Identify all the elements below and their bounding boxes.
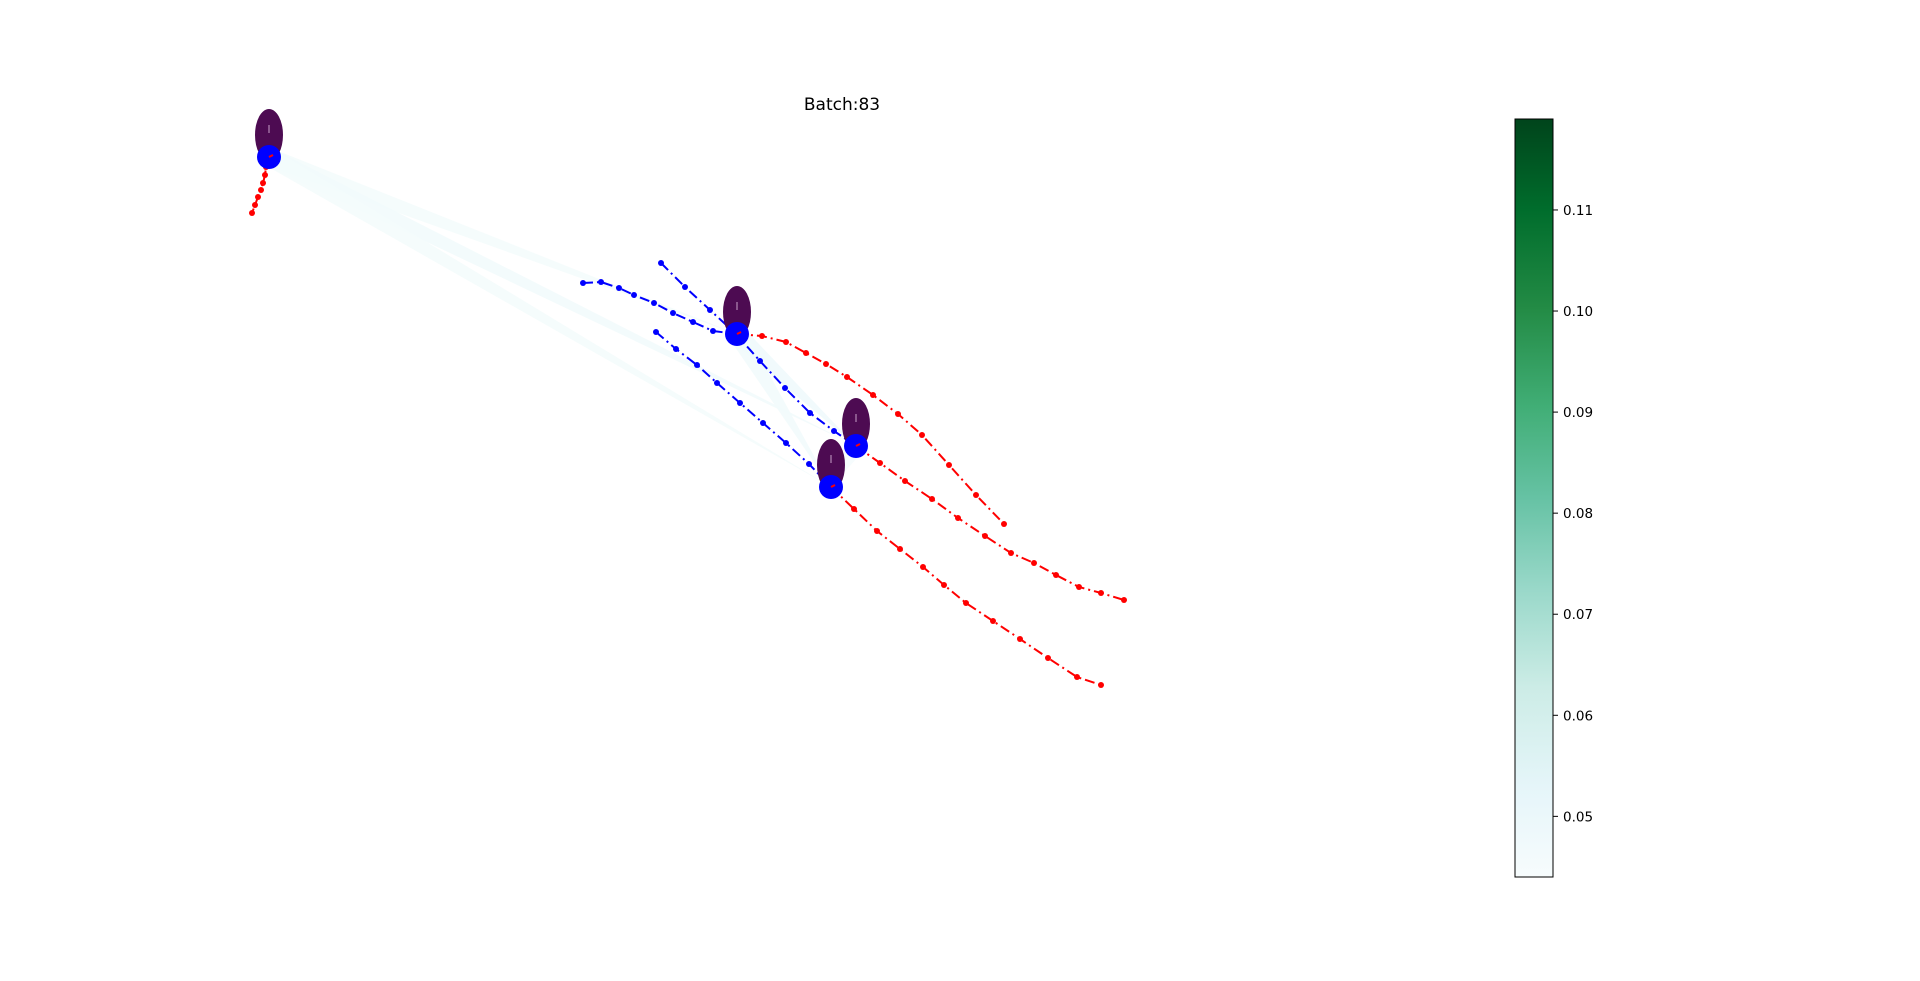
history-point-2-1	[580, 280, 586, 286]
agent-marker-tick-2	[736, 331, 742, 335]
trajectories	[249, 156, 1127, 688]
future-point-4-3	[897, 546, 903, 552]
history-point-4-7	[783, 440, 789, 446]
future-point-2-9	[946, 462, 952, 468]
attention-edges	[264, 148, 864, 487]
future-point-1-6	[255, 194, 261, 200]
future-point-1-8	[249, 210, 255, 216]
colorbar-tick-label-2: 0.06	[1563, 708, 1593, 724]
future-point-2-3	[803, 350, 809, 356]
future-point-1-3	[262, 172, 268, 178]
history-point-4-2	[673, 346, 679, 352]
future-point-4-7	[990, 618, 996, 624]
attention-edge-4	[730, 327, 856, 446]
agent-marker-tick-3	[855, 443, 861, 447]
future-point-4-6	[963, 600, 969, 606]
colorbar-tick-label-7: 0.11	[1563, 203, 1593, 219]
future-point-3-3	[929, 496, 935, 502]
future-point-4-4	[920, 564, 926, 570]
history-point-4-6	[760, 420, 766, 426]
future-point-1-7	[252, 202, 258, 208]
colorbar-ticks: 0.05 0.06 0.07 0.08 0.09 0.10 0.11	[1553, 203, 1593, 825]
future-point-2-2	[783, 339, 789, 345]
colorbar-tick-label-6: 0.10	[1563, 304, 1593, 320]
future-point-2-8	[919, 432, 925, 438]
future-line-3	[855, 445, 1125, 601]
future-line-2	[736, 333, 1005, 525]
history-line-3	[660, 262, 857, 447]
agents	[255, 109, 870, 499]
future-point-3-10	[1098, 590, 1104, 596]
future-point-2-6	[870, 392, 876, 398]
history-point-2-5	[651, 300, 657, 306]
history-point-2-7	[690, 319, 696, 325]
future-point-2-1	[759, 333, 765, 339]
agent-marker-tick-1	[268, 154, 274, 158]
history-point-3-1	[658, 260, 664, 266]
future-point-1-4	[260, 180, 266, 186]
history-point-4-1	[653, 329, 659, 335]
colorbar-tick-label-5: 0.09	[1563, 405, 1593, 421]
future-point-1-5	[258, 187, 264, 193]
colorbar-tick-label-4: 0.08	[1563, 506, 1593, 522]
future-point-4-8	[1017, 636, 1023, 642]
history-point-2-3	[616, 285, 622, 291]
history-point-3-7	[807, 410, 813, 416]
history-point-2-8	[710, 328, 716, 334]
future-point-2-4	[823, 361, 829, 367]
future-line-4	[830, 486, 1102, 686]
future-point-2-10	[973, 492, 979, 498]
history-point-4-3	[694, 362, 700, 368]
history-point-3-2	[682, 284, 688, 290]
future-point-4-11	[1098, 682, 1104, 688]
future-point-3-6	[1008, 550, 1014, 556]
colorbar-tick-label-1: 0.05	[1563, 809, 1593, 825]
history-point-4-8	[806, 461, 812, 467]
future-point-3-2	[902, 478, 908, 484]
future-point-3-7	[1031, 560, 1037, 566]
history-line-4	[655, 331, 832, 488]
attention-edge-2	[265, 148, 856, 447]
future-point-2-11	[1001, 521, 1007, 527]
future-point-3-8	[1053, 572, 1059, 578]
colorbar-gradient	[1514, 118, 1554, 878]
future-point-4-1	[851, 506, 857, 512]
history-point-3-3	[707, 307, 713, 313]
history-point-2-6	[670, 310, 676, 316]
history-point-3-8	[831, 428, 837, 434]
future-point-4-2	[874, 528, 880, 534]
attention-edge-1	[265, 148, 737, 334]
future-point-3-5	[982, 533, 988, 539]
future-point-4-10	[1074, 674, 1080, 680]
history-point-3-6	[782, 385, 788, 391]
history-point-2-2	[598, 279, 604, 285]
future-point-3-1	[877, 460, 883, 466]
attention-edge-5	[729, 329, 831, 487]
colorbar-tick-label-3: 0.07	[1563, 607, 1593, 623]
future-point-3-11	[1121, 597, 1127, 603]
history-point-4-5	[737, 400, 743, 406]
future-point-4-5	[941, 582, 947, 588]
future-point-2-5	[844, 374, 850, 380]
future-point-3-4	[955, 515, 961, 521]
future-point-2-7	[895, 411, 901, 417]
history-point-3-5	[757, 358, 763, 364]
future-point-4-9	[1045, 655, 1051, 661]
attention-edge-3	[264, 149, 831, 487]
colorbar: 0.05 0.06 0.07 0.08 0.09 0.10 0.11	[1514, 118, 1593, 878]
history-point-2-4	[631, 292, 637, 298]
history-point-4-4	[714, 380, 720, 386]
future-point-3-9	[1076, 584, 1082, 590]
agent-marker-tick-4	[830, 484, 836, 488]
chart-title: Batch:83	[804, 95, 880, 115]
